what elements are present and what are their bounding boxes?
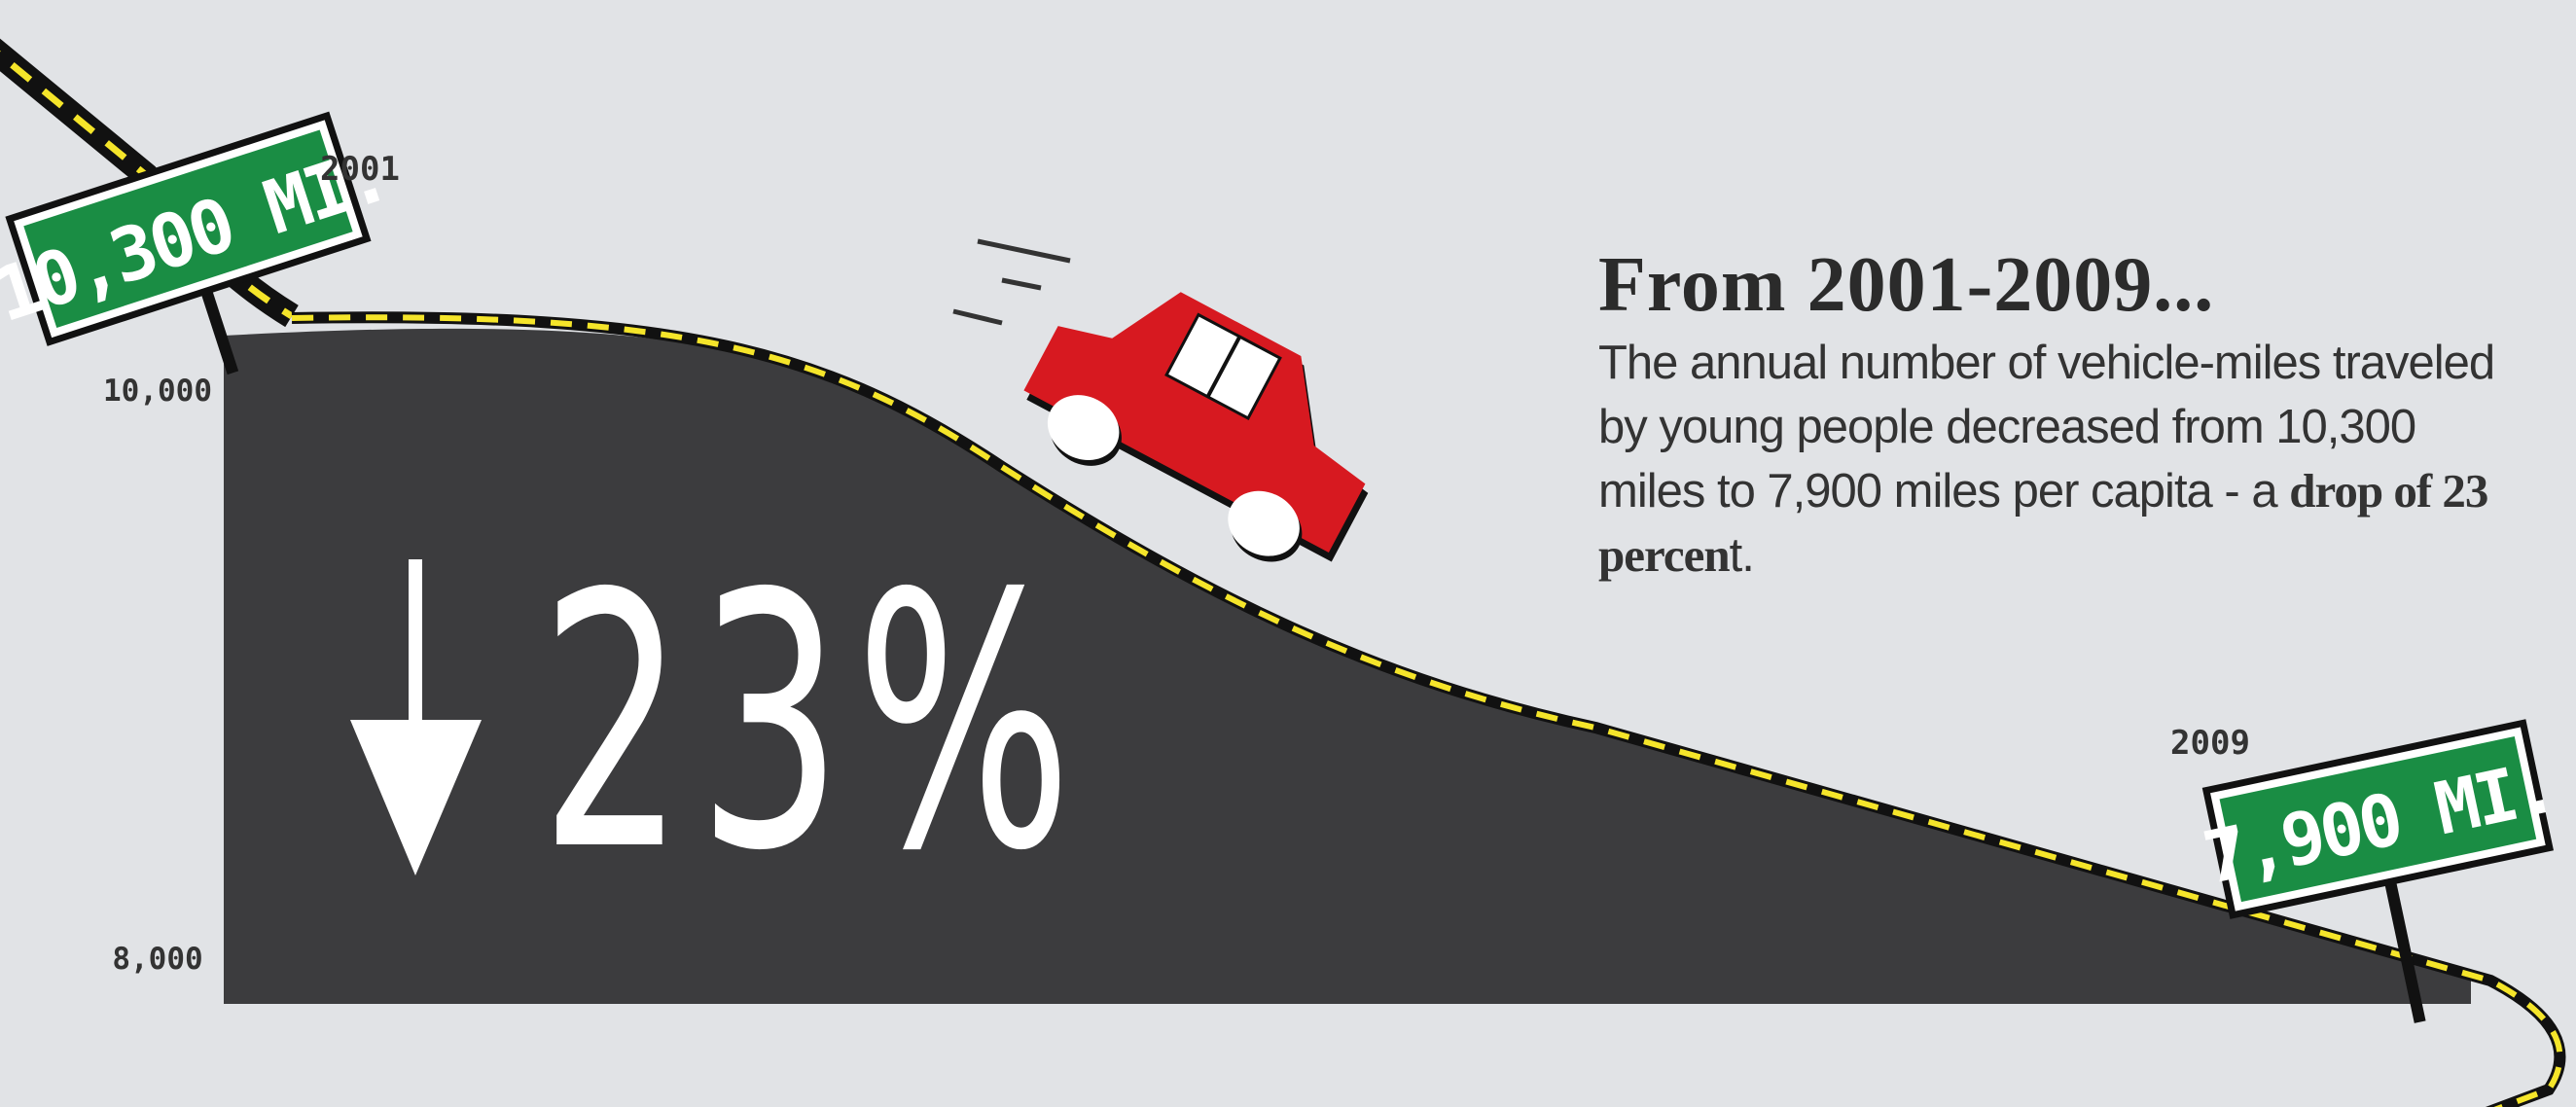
area-fill [224, 328, 2471, 1005]
description-bold: drop of 23 percen [1598, 464, 2488, 582]
end-sign: 7,900 MI. [2197, 719, 2561, 1023]
description: The annual number of vehicle-miles trave… [1598, 331, 2532, 588]
y-tick-label: 8,000 [112, 942, 202, 977]
y-tick-label: 10,000 [103, 374, 212, 409]
down-arrow-icon [350, 559, 482, 875]
area-edge [291, 311, 2566, 1107]
description-prefix: The annual number of vehicle-miles trave… [1598, 337, 2495, 518]
big-stat: 23% [540, 519, 1085, 927]
end-year-label: 2009 [2170, 724, 2250, 763]
description-suffix: t. [1729, 529, 1755, 582]
speed-lines [952, 238, 1071, 326]
car-icon [1023, 292, 1369, 562]
headline: From 2001-2009... [1598, 242, 2215, 328]
start-year-label: 2001 [320, 150, 400, 189]
